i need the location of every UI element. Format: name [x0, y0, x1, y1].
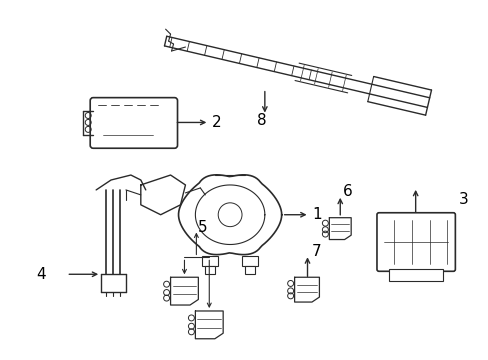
Text: 2: 2: [212, 115, 222, 130]
Bar: [242, 256, 257, 266]
Text: 4: 4: [37, 267, 46, 282]
Text: 6: 6: [343, 184, 352, 199]
Bar: [202, 256, 218, 266]
Bar: [244, 266, 254, 274]
Text: 1: 1: [312, 207, 322, 222]
Text: 8: 8: [257, 113, 266, 128]
FancyBboxPatch shape: [90, 98, 177, 148]
Bar: [205, 266, 215, 274]
Bar: [388, 269, 443, 281]
FancyBboxPatch shape: [376, 213, 454, 271]
Text: 3: 3: [457, 192, 467, 207]
Text: 5: 5: [198, 220, 207, 235]
Text: 7: 7: [311, 244, 321, 259]
